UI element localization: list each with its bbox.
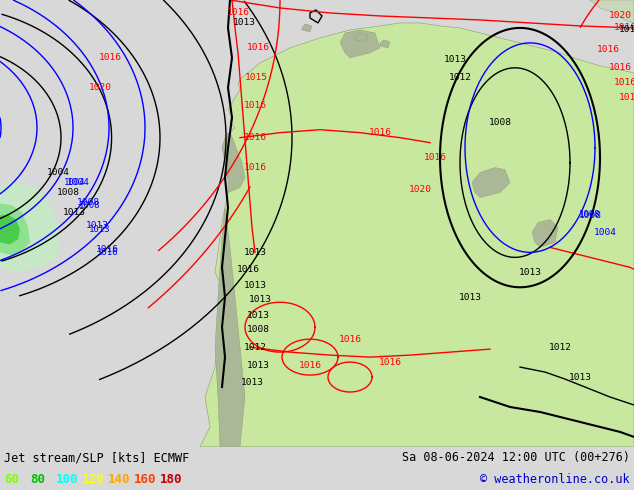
Text: 120: 120 [82, 473, 105, 487]
Text: 1013: 1013 [444, 55, 467, 64]
Text: 1008: 1008 [56, 188, 79, 197]
Text: 1013: 1013 [247, 311, 269, 319]
Polygon shape [472, 168, 510, 197]
Text: 1012: 1012 [548, 343, 571, 352]
Text: 1020: 1020 [89, 83, 112, 92]
Text: 1016: 1016 [226, 8, 250, 18]
Polygon shape [310, 10, 322, 23]
Text: 1013: 1013 [233, 19, 256, 27]
Polygon shape [355, 33, 368, 42]
Text: 140: 140 [108, 473, 131, 487]
Text: 1012: 1012 [243, 343, 266, 352]
Text: 100: 100 [56, 473, 79, 487]
Text: 1013: 1013 [619, 93, 634, 102]
Polygon shape [532, 220, 558, 247]
Text: 1013: 1013 [519, 268, 541, 277]
Polygon shape [222, 133, 245, 193]
Text: 1016: 1016 [243, 133, 266, 142]
Polygon shape [302, 24, 312, 32]
Text: 1008: 1008 [247, 325, 269, 334]
Text: 1008: 1008 [79, 201, 101, 210]
Polygon shape [590, 0, 634, 23]
Text: 1016: 1016 [243, 101, 266, 110]
Polygon shape [200, 23, 634, 447]
Text: Sa 08-06-2024 12:00 UTC (00+276): Sa 08-06-2024 12:00 UTC (00+276) [402, 451, 630, 465]
Text: 1008: 1008 [579, 211, 601, 220]
Text: 1013: 1013 [63, 208, 86, 217]
Text: 1015: 1015 [245, 74, 268, 82]
Text: Jet stream/SLP [kts] ECMWF: Jet stream/SLP [kts] ECMWF [4, 451, 190, 465]
Text: 1004: 1004 [46, 168, 70, 177]
Polygon shape [0, 215, 20, 245]
Text: 1013: 1013 [240, 377, 264, 387]
Text: 1016: 1016 [236, 265, 259, 274]
Text: 1016: 1016 [299, 361, 321, 369]
Text: 180: 180 [160, 473, 183, 487]
Text: © weatheronline.co.uk: © weatheronline.co.uk [481, 473, 630, 487]
Text: 1013: 1013 [619, 25, 634, 34]
Text: 1013: 1013 [86, 221, 108, 230]
Text: 1004: 1004 [64, 178, 86, 187]
Text: 1004: 1004 [593, 228, 616, 237]
Text: 1016: 1016 [614, 24, 634, 32]
Text: 1012: 1012 [448, 74, 472, 82]
Text: 1016: 1016 [368, 128, 392, 137]
Polygon shape [340, 30, 380, 58]
Text: 60: 60 [4, 473, 19, 487]
Text: 1004: 1004 [67, 178, 89, 187]
Text: 1016: 1016 [96, 245, 119, 254]
Text: 1016: 1016 [597, 46, 619, 54]
Text: 1008: 1008 [578, 211, 602, 220]
Text: 1020: 1020 [408, 185, 432, 194]
Text: 1013: 1013 [89, 225, 111, 234]
Text: 1016: 1016 [98, 53, 122, 62]
Text: 1013: 1013 [243, 281, 266, 290]
Text: 1020: 1020 [609, 11, 631, 21]
Text: 1016: 1016 [243, 163, 266, 172]
Text: 1013: 1013 [247, 361, 269, 369]
Text: 1016: 1016 [339, 335, 361, 343]
Text: 1016: 1016 [614, 78, 634, 87]
Text: 1013: 1013 [569, 372, 592, 382]
Polygon shape [380, 40, 390, 48]
Text: 80: 80 [30, 473, 45, 487]
Text: 1016: 1016 [609, 63, 631, 73]
Polygon shape [0, 203, 30, 255]
Text: 1016: 1016 [97, 248, 119, 257]
Text: 160: 160 [134, 473, 157, 487]
Text: 1016: 1016 [424, 153, 446, 162]
Text: 1008: 1008 [77, 198, 100, 207]
Polygon shape [0, 183, 60, 272]
Text: 1013: 1013 [249, 295, 271, 304]
Text: 1016: 1016 [247, 44, 269, 52]
Text: 1013: 1013 [243, 248, 266, 257]
Text: 1016: 1016 [378, 358, 401, 367]
Polygon shape [215, 207, 245, 447]
Text: 1008: 1008 [489, 118, 512, 127]
Text: 1013: 1013 [458, 293, 481, 302]
